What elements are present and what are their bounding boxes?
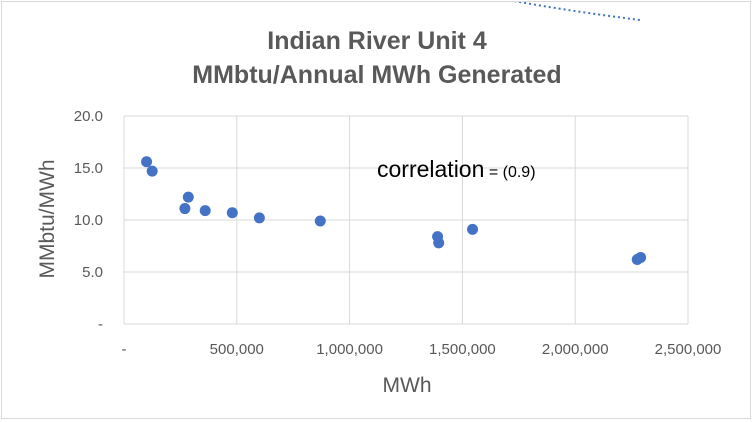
data-point xyxy=(226,207,238,219)
data-point xyxy=(179,203,191,215)
data-point xyxy=(146,165,158,177)
x-tick-label: 1,500,000 xyxy=(429,341,496,358)
data-point xyxy=(433,237,445,249)
x-axis-title: MWh xyxy=(383,374,432,397)
x-tick-label: 500,000 xyxy=(210,341,264,358)
y-tick-label: 10.0 xyxy=(74,212,103,229)
x-tick-label: - xyxy=(122,341,127,358)
data-point xyxy=(182,191,194,203)
data-points xyxy=(141,156,647,266)
chart-title-line1: Indian River Unit 4 xyxy=(267,27,487,55)
trendline-layer xyxy=(513,2,641,22)
x-axis-ticks: - 500,000 1,000,000 1,500,000 2,000,000 2,500… xyxy=(122,341,722,358)
y-tick-label: 5.0 xyxy=(82,264,103,281)
x-tick-label: 2,500,000 xyxy=(655,341,722,358)
correlation-annotation: correlation = (0.9) xyxy=(377,156,536,182)
x-tick-label: 2,000,000 xyxy=(542,341,609,358)
y-axis-title: MMbtu/MWh xyxy=(36,159,59,278)
y-axis-ticks: - 5.0 10.0 15.0 20.0 xyxy=(74,108,103,333)
trendline xyxy=(513,2,641,22)
y-tick-label: 15.0 xyxy=(74,160,103,177)
correlation-label: correlation xyxy=(377,156,484,182)
correlation-value: = (0.9) xyxy=(484,164,535,181)
data-point xyxy=(141,156,153,168)
y-tick-label: 20.0 xyxy=(74,108,103,125)
data-point xyxy=(314,215,326,227)
data-point xyxy=(635,251,647,263)
data-point xyxy=(199,205,211,217)
data-point xyxy=(467,223,479,235)
grid xyxy=(123,115,689,325)
chart-title-line2: MMbtu/Annual MWh Generated xyxy=(192,61,561,89)
data-point xyxy=(253,212,265,224)
y-tick-label: - xyxy=(98,316,103,333)
x-tick-label: 1,000,000 xyxy=(316,341,383,358)
